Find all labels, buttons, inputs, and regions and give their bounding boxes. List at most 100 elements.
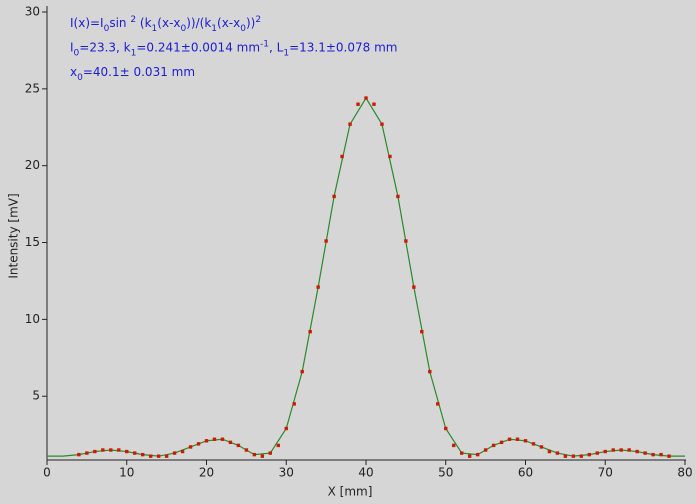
data-point (396, 194, 400, 199)
data-point (172, 451, 177, 455)
y-axis-label: Intensity [mV] (7, 193, 21, 278)
data-point (547, 449, 552, 454)
data-point (499, 440, 504, 445)
x-tick-label: 10 (119, 466, 134, 480)
annotation-part: ))/(k (186, 16, 211, 30)
data-point (619, 448, 623, 452)
data-point (180, 449, 185, 454)
data-point (356, 102, 360, 106)
y-tick-label: 15 (25, 235, 40, 249)
data-point (268, 451, 272, 455)
data-point (579, 454, 584, 458)
data-point (603, 449, 607, 454)
annotation-part: (x-x (217, 16, 240, 30)
annotation-part: I (70, 41, 74, 55)
data-point (276, 443, 280, 448)
data-point (507, 437, 512, 441)
annotation-part: 1 (211, 24, 217, 34)
data-point (380, 122, 384, 126)
data-point (412, 285, 416, 289)
data-point (133, 451, 137, 455)
data-point (467, 454, 472, 458)
y-tick-label: 5 (32, 389, 40, 403)
y-tick-label: 30 (25, 5, 40, 19)
x-tick-label: 30 (279, 466, 294, 480)
data-point (444, 426, 448, 431)
data-point (475, 452, 480, 457)
data-point (252, 452, 257, 457)
data-point (627, 448, 631, 452)
annotation-part: sin (109, 16, 130, 30)
y-tick-label: 20 (25, 158, 40, 172)
data-point (340, 154, 344, 159)
data-point (364, 96, 368, 100)
data-point (539, 445, 544, 449)
data-point (452, 443, 456, 448)
annotation-part: , L (269, 41, 284, 55)
annotation-part: )) (246, 16, 255, 30)
x-tick-label: 60 (518, 466, 533, 480)
x-axis-label: X [mm] (328, 485, 373, 499)
data-point (635, 449, 639, 454)
annotation-part: (k (136, 16, 151, 30)
annotation-part: x (70, 65, 77, 79)
data-point (404, 239, 408, 243)
data-point (483, 448, 488, 452)
data-point (204, 439, 209, 443)
data-point (523, 439, 528, 443)
annotation: x0=40.1± 0.031 mm (70, 65, 195, 83)
data-point (611, 448, 615, 452)
data-point (148, 454, 153, 458)
data-point (188, 445, 193, 449)
data-point (563, 454, 568, 458)
annotation-part: 0 (77, 73, 83, 83)
data-point (117, 448, 121, 452)
x-tick-label: 40 (358, 466, 373, 480)
data-point (643, 451, 647, 455)
x-tick-label: 80 (677, 466, 692, 480)
data-point (372, 102, 376, 106)
annotation-part: =23.3, k (79, 41, 130, 55)
data-point (300, 369, 304, 374)
data-point (77, 452, 81, 457)
data-point (284, 426, 288, 431)
annotation-part: =0.241±0.0014 mm (136, 41, 260, 55)
data-point (651, 452, 655, 457)
data-point (212, 437, 217, 441)
data-point (460, 451, 464, 455)
data-point (292, 402, 296, 406)
annotation-part: 0 (104, 24, 110, 34)
data-point (587, 452, 591, 457)
annotation-part: 1 (152, 24, 158, 34)
data-point (436, 402, 440, 406)
data-point (101, 448, 105, 452)
annotation-part: (x-x (157, 16, 180, 30)
data-point (260, 454, 265, 458)
data-point (244, 448, 249, 452)
data-point (125, 449, 129, 454)
data-point (316, 285, 320, 289)
data-point (109, 448, 113, 452)
annotation: I0=23.3, k1=0.241±0.0014 mm-1, L1=13.1±0… (70, 40, 397, 59)
data-point (220, 437, 225, 441)
data-point (85, 451, 89, 455)
data-point (156, 454, 161, 458)
annotation-part: =13.1±0.078 mm (289, 41, 397, 55)
annotation-part: 0 (181, 24, 187, 34)
annotation-part: I(x)=I (70, 16, 104, 30)
data-point (196, 442, 201, 446)
x-tick-label: 70 (598, 466, 613, 480)
data-point (164, 454, 169, 458)
x-tick-label: 20 (199, 466, 214, 480)
data-point (93, 449, 97, 454)
annotation-part: =40.1± 0.031 mm (83, 65, 195, 79)
annotation-part: 2 (255, 15, 261, 25)
data-point (659, 452, 663, 457)
annotation: I(x)=I0sin 2 (k1(x-x0))/(k1(x-x0))2 (70, 15, 261, 34)
y-tick-label: 10 (25, 312, 40, 326)
annotation-part: 1 (283, 49, 289, 59)
data-point (531, 442, 536, 446)
data-point (428, 369, 432, 374)
data-point (491, 443, 496, 448)
data-point (236, 443, 241, 448)
